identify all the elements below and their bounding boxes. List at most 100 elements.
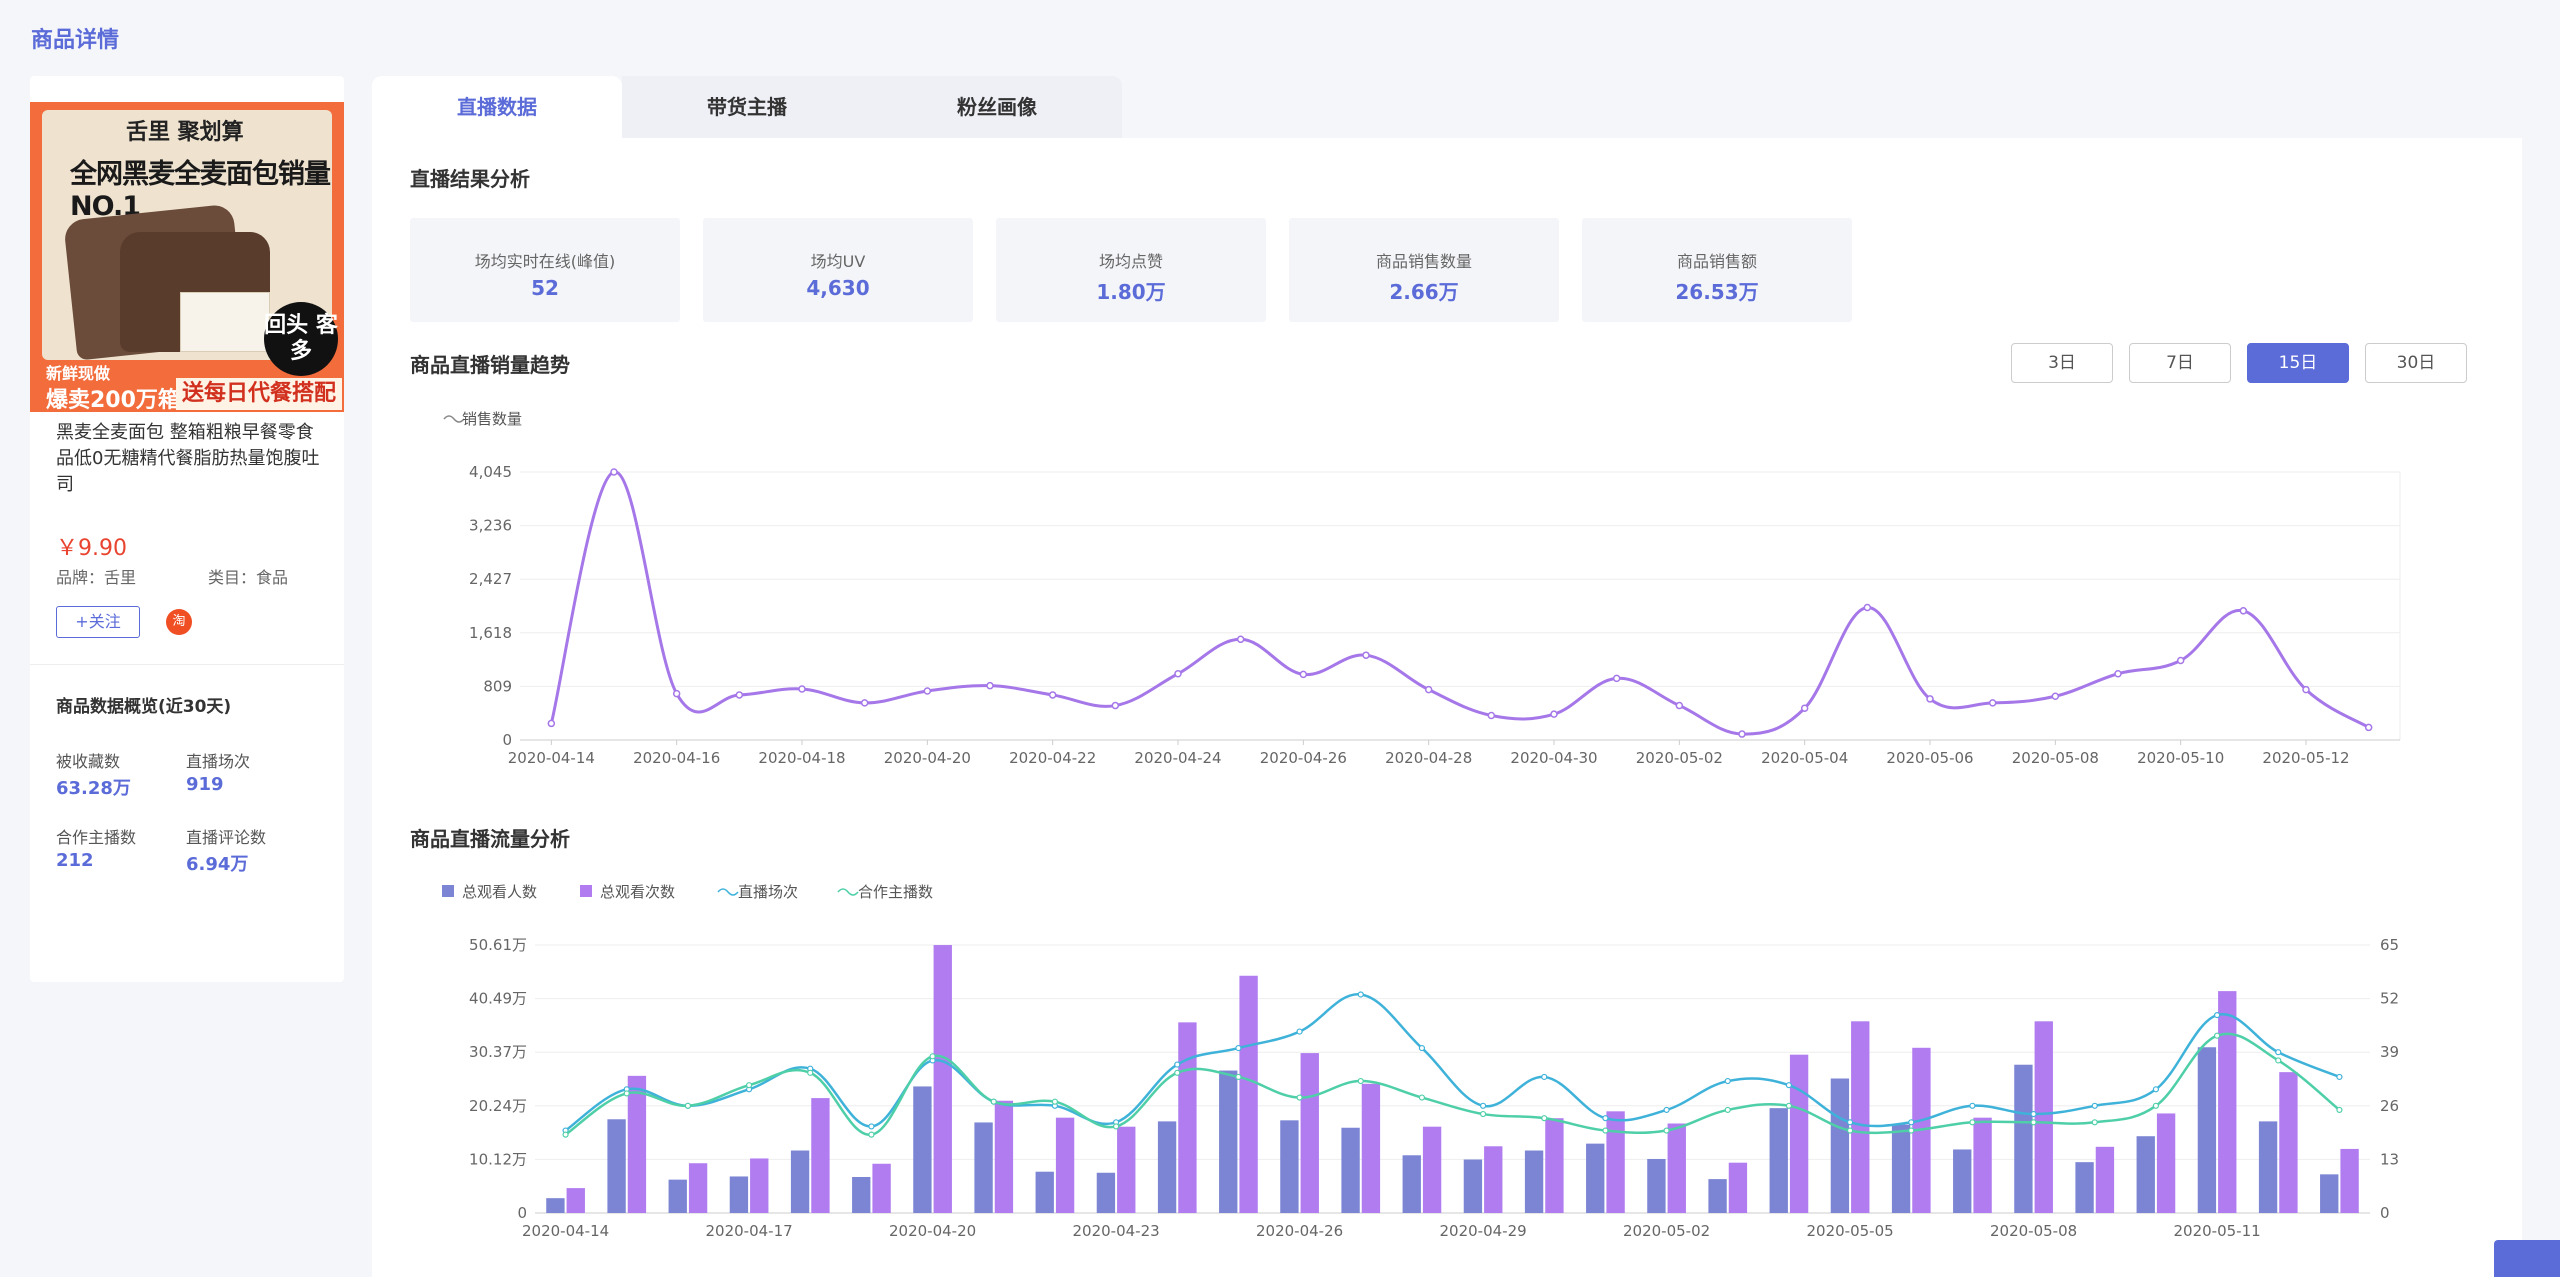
bar-views (2340, 1148, 2359, 1213)
data-point (807, 1069, 814, 1076)
bar-views (872, 1163, 891, 1213)
stat-label-live-count: 直播场次 (186, 752, 251, 771)
product-card: 舌里 聚划算 全网黑麦全麦面包销量NO.1 回头 客多 新鲜现做 爆卖200万箱… (30, 76, 344, 982)
bar-viewers (1647, 1158, 1666, 1213)
bar-views (1545, 1118, 1564, 1213)
legend-line-icon (837, 888, 859, 896)
y-tick-label: 4,045 (469, 463, 512, 481)
stat-value-live-count: 919 (186, 774, 224, 795)
tab-live-data[interactable]: 直播数据 (372, 76, 622, 138)
bar-views (1178, 1022, 1197, 1213)
data-point (2336, 1073, 2343, 1081)
bar-viewers (2258, 1121, 2278, 1213)
bar-views (1851, 1021, 1870, 1213)
bar-views (1239, 975, 1258, 1213)
bar-viewers (852, 1176, 871, 1213)
product-image[interactable]: 舌里 聚划算 全网黑麦全麦面包销量NO.1 回头 客多 新鲜现做 爆卖200万箱… (30, 102, 344, 412)
bar-viewers (1035, 1171, 1054, 1213)
data-point (684, 1102, 692, 1109)
bar-viewers (668, 1179, 687, 1213)
x-tick-label: 2020-05-12 (2262, 749, 2349, 767)
bar-views (1117, 1126, 1136, 1213)
bar-views (750, 1158, 769, 1213)
data-point (1550, 710, 1558, 718)
series-line-sales (549, 470, 2370, 736)
y-right-tick-label: 26 (2380, 1097, 2399, 1115)
bar-viewers (2197, 1047, 2217, 1213)
data-point (1908, 1127, 1915, 1134)
range-15d-button[interactable]: 15日 (2247, 343, 2349, 383)
data-point (2336, 1106, 2343, 1114)
bar-viewers (1708, 1179, 1727, 1213)
data-point (1908, 1119, 1915, 1126)
bar-views (1300, 1053, 1319, 1213)
data-point (1479, 1102, 1487, 1109)
tab-fans[interactable]: 粉丝画像 (872, 76, 1122, 138)
product-image-badge: 回头 客多 (264, 302, 338, 376)
bar-views (1055, 1117, 1075, 1213)
data-point (2275, 1049, 2282, 1056)
legend-swatch (580, 885, 592, 897)
data-point (1418, 1044, 1426, 1052)
data-point (1357, 991, 1364, 998)
bar-viewers (2014, 1064, 2033, 1213)
y-tick-label: 809 (483, 677, 512, 695)
bar-viewers (1891, 1124, 1911, 1213)
bar-views (1789, 1054, 1809, 1213)
bar-viewers (1463, 1159, 1483, 1213)
y-right-tick-label: 39 (2380, 1043, 2399, 1061)
bar-views (2095, 1146, 2115, 1213)
data-point (1479, 1110, 1487, 1118)
x-tick-label: 2020-05-08 (1990, 1222, 2077, 1240)
y-left-tick-label: 20.24万 (469, 1097, 527, 1115)
tab-anchors[interactable]: 带货主播 (622, 76, 872, 138)
data-point (1487, 711, 1496, 720)
data-point (1236, 635, 1245, 644)
data-point (610, 468, 618, 476)
range-7d-button[interactable]: 7日 (2129, 343, 2231, 383)
chat-button[interactable] (2494, 1240, 2560, 1277)
y-right-tick-label: 13 (2380, 1150, 2399, 1168)
x-tick-label: 2020-04-22 (1009, 749, 1096, 767)
bar-views (1361, 1083, 1381, 1213)
data-point (2364, 723, 2373, 732)
data-point (1926, 695, 1934, 703)
x-tick-label: 2020-05-08 (2012, 749, 2099, 767)
data-point (2213, 1032, 2221, 1039)
range-3d-button[interactable]: 3日 (2011, 343, 2113, 383)
x-tick-label: 2020-04-17 (705, 1222, 792, 1240)
x-tick-label: 2020-04-16 (633, 749, 720, 767)
y-tick-label: 1,618 (469, 624, 512, 642)
kpi-likes: 场均点赞 1.80万 (996, 218, 1266, 322)
y-left-tick-label: 30.37万 (469, 1043, 527, 1061)
sales-trend-chart: 销售数量 0 809 1,618 2,427 3,236 4,045 2020-04-14 20… (443, 410, 2401, 767)
range-30d-button[interactable]: 30日 (2365, 343, 2467, 383)
data-point (923, 687, 932, 695)
data-point (2152, 1086, 2160, 1093)
data-point (2239, 607, 2248, 615)
data-point (1541, 1073, 1548, 1081)
bar-views (566, 1188, 585, 1213)
taobao-icon[interactable]: 淘 (166, 609, 192, 635)
product-image-logo: 舌里 聚划算 (126, 120, 244, 145)
data-point (1362, 651, 1370, 659)
legend-label: 总观看次数 (600, 883, 675, 901)
data-point (1663, 1106, 1670, 1114)
data-point (1800, 704, 1809, 712)
bar-viewers (1280, 1120, 1299, 1213)
data-point (562, 1131, 569, 1138)
bar-views (1973, 1117, 1992, 1213)
data-point (672, 689, 681, 698)
data-point (1235, 1044, 1242, 1052)
data-point (1602, 1115, 1609, 1122)
traffic-section-title: 商品直播流量分析 (410, 827, 570, 851)
follow-button[interactable]: +关注 (56, 606, 140, 638)
data-point (2114, 669, 2122, 678)
data-point (1969, 1102, 1976, 1109)
product-name[interactable]: 黑麦全麦面包 整箱粗粮早餐零食品低0无糖精代餐脂肪热量饱腹吐司 (56, 422, 320, 495)
data-point (1299, 670, 1308, 679)
y-left-tick-label: 40.49万 (469, 990, 527, 1008)
x-tick-label: 2020-05-06 (1886, 749, 1973, 767)
data-point (1724, 1077, 1731, 1085)
data-point (1418, 1094, 1426, 1101)
